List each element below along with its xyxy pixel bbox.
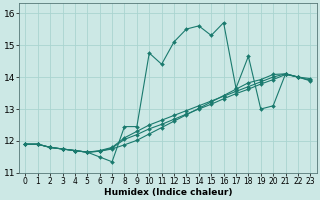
X-axis label: Humidex (Indice chaleur): Humidex (Indice chaleur) [104, 188, 232, 197]
